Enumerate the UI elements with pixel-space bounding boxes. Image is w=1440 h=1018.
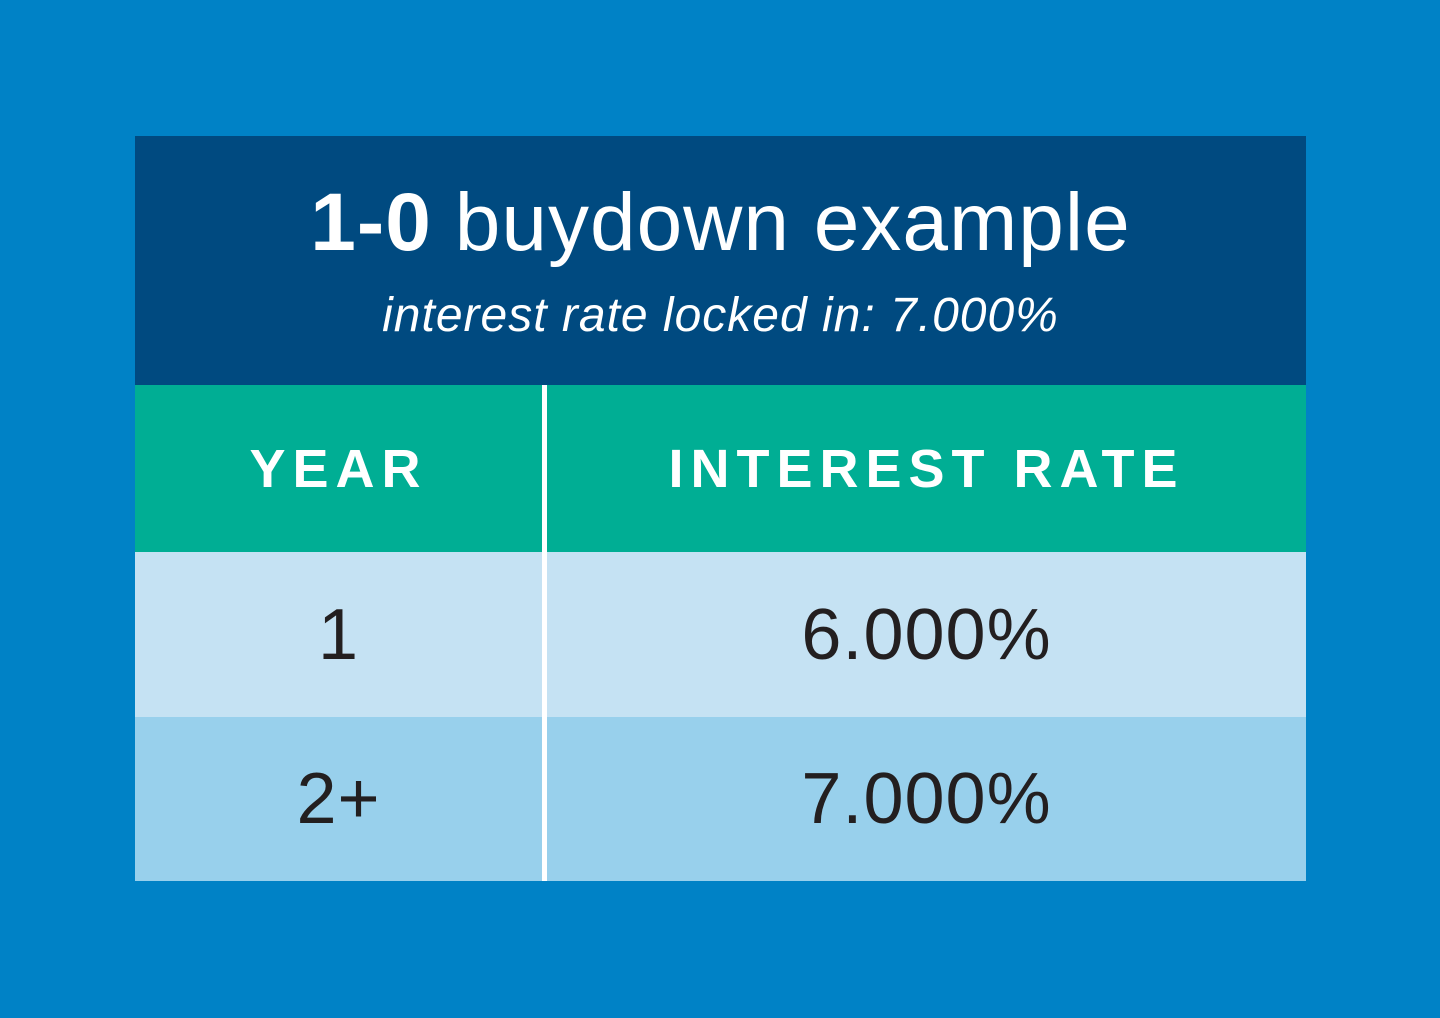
table-row: 2+ 7.000% [135,717,1306,881]
rate-cell: 7.000% [801,759,1052,839]
year-cell: 1 [317,594,360,675]
column-divider [542,552,547,717]
card-header: 1-0 buydown example interest rate locked … [135,136,1306,385]
rate-cell: 6.000% [801,594,1052,675]
card-title: 1-0 buydown example [310,181,1130,264]
year-cell: 2+ [296,759,381,839]
card-subtitle: interest rate locked in: 7.000% [382,288,1059,342]
table-row: 1 6.000% [135,552,1306,717]
column-header-year: YEAR [249,438,428,499]
title-buydown-ratio: 1-0 [310,176,432,268]
table-header-row: YEAR INTEREST RATE [135,385,1306,552]
buydown-example-card: 1-0 buydown example interest rate locked … [135,136,1306,881]
title-label: buydown example [454,176,1131,268]
column-divider [542,385,547,552]
column-divider [542,717,547,881]
column-header-interest-rate: INTEREST RATE [668,438,1185,499]
